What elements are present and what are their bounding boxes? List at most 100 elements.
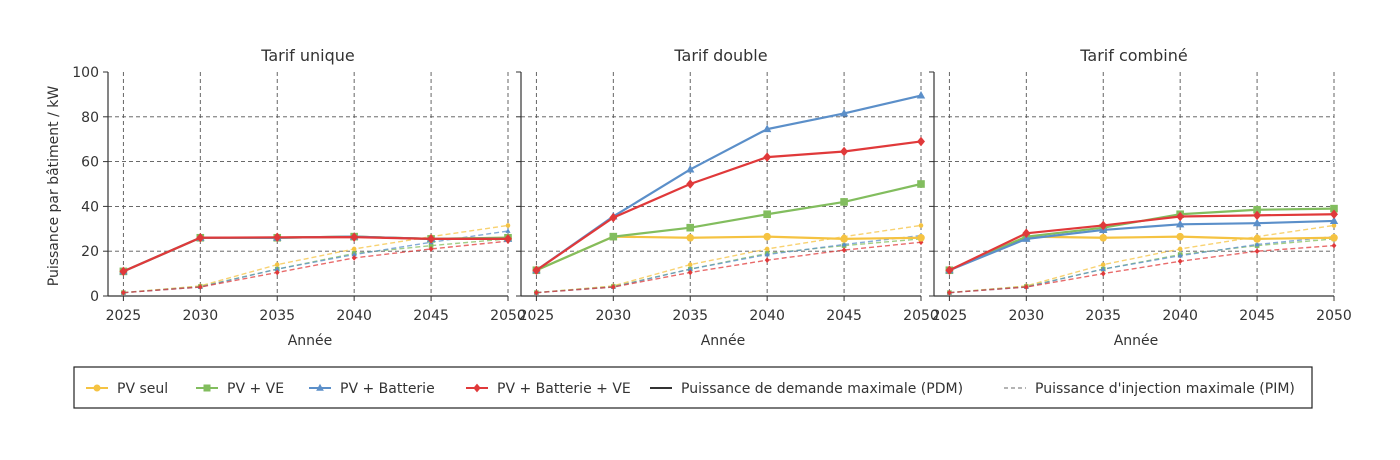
- pim-line: [123, 224, 509, 294]
- pdm-point: [686, 179, 695, 189]
- pim-point: [1331, 242, 1337, 249]
- pim-point: [841, 241, 847, 247]
- pim-point: [351, 246, 357, 252]
- pdm-line: [948, 213, 1335, 272]
- legend-item: PV + VE: [196, 381, 284, 397]
- legend-label: PV + VE: [227, 381, 284, 397]
- x-tick-label: 2040: [336, 308, 372, 324]
- pdm-point: [1176, 211, 1185, 222]
- subplot-1: 2025 2030 2035 2040 2045 2050020406080100Tari…: [46, 46, 526, 349]
- y-tick-label: 80: [81, 110, 99, 126]
- pim-point: [120, 289, 126, 296]
- pim-point: [428, 246, 434, 252]
- pdm-point: [609, 232, 618, 241]
- legend-frame: [73, 366, 1313, 409]
- x-tick-label: 2025: [932, 308, 968, 324]
- pdm-point: [917, 136, 925, 147]
- pdm-point: [917, 233, 925, 242]
- legend-label: Puissance de demande maximale (PDM): [681, 381, 963, 397]
- x-tick-label: 2035: [259, 308, 295, 324]
- pim-point: [918, 239, 924, 246]
- pim-point: [505, 228, 511, 233]
- legend-item: PV + Batterie + VE: [466, 381, 631, 397]
- y-tick-label: 20: [81, 244, 99, 260]
- subplot-title: Tarif combiné: [1079, 46, 1187, 65]
- x-tick-label: 2040: [1162, 308, 1198, 324]
- pim-line: [949, 224, 1335, 294]
- legend-marker: [203, 384, 211, 392]
- pim-point: [918, 223, 924, 228]
- pdm-point: [1329, 216, 1339, 224]
- pdm-point: [686, 223, 695, 232]
- pim-point: [505, 223, 511, 228]
- pim-point: [1100, 266, 1106, 271]
- pdm-point: [840, 146, 849, 157]
- pdm-point: [427, 234, 436, 244]
- pim-point: [1177, 258, 1183, 265]
- legend-item: Puissance de demande maximale (PDM): [650, 381, 963, 397]
- pdm-line: [122, 235, 508, 273]
- pdm-point: [609, 212, 618, 223]
- pim-point: [1100, 262, 1106, 267]
- pdm-point: [917, 180, 925, 188]
- pim-point: [351, 255, 357, 261]
- x-axis-label: Année: [701, 333, 746, 349]
- pdm-point: [840, 198, 848, 206]
- pdm-point: [763, 152, 772, 162]
- legend-marker: [473, 383, 481, 393]
- x-tick-label: 2045: [413, 308, 449, 324]
- x-tick-label: 2040: [749, 308, 785, 324]
- legend-item: PV + Batterie: [309, 381, 435, 397]
- pim-line: [123, 230, 509, 294]
- x-tick-label: 2050: [1316, 308, 1352, 324]
- subplot-2: 2025 2030 2035 2040 2045 2050 Tarif double Anné…: [516, 46, 939, 349]
- y-tick-label: 60: [81, 155, 99, 171]
- x-tick-label: 2030: [182, 308, 218, 324]
- pim-point: [1254, 248, 1260, 255]
- pdm-point: [1253, 205, 1261, 214]
- pim-point: [946, 289, 952, 296]
- pim-point: [274, 269, 280, 276]
- pim-point: [428, 243, 434, 248]
- pdm-point: [273, 232, 282, 243]
- legend-marker: [316, 383, 324, 391]
- pim-line: [949, 244, 1335, 294]
- x-tick-label: 2050: [490, 308, 526, 324]
- legend-label: PV + Batterie: [340, 381, 435, 397]
- subplot-title: Tarif unique: [260, 46, 355, 65]
- pdm-point: [1252, 218, 1262, 227]
- pdm-point: [1099, 220, 1108, 231]
- pdm-point: [1099, 233, 1108, 242]
- x-tick-label: 2025: [519, 308, 555, 324]
- legend-item: Puissance d'injection maximale (PIM): [1004, 381, 1295, 397]
- x-tick-label: 2045: [826, 308, 862, 324]
- y-axis-label: Puissance par bâtiment / kW: [46, 86, 62, 287]
- pdm-point: [1022, 234, 1031, 242]
- pdm-point: [839, 108, 849, 117]
- pdm-line: [122, 235, 508, 273]
- y-tick-label: 100: [72, 65, 99, 81]
- pdm-line: [122, 235, 509, 273]
- x-tick-label: 2035: [1085, 308, 1121, 324]
- pim-point: [764, 251, 770, 257]
- x-tick-label: 2030: [1008, 308, 1044, 324]
- x-tick-label: 2030: [595, 308, 631, 324]
- subplot-3: 2025 2030 2035 2040 2045 2050 Tarif combiné Ann…: [929, 46, 1352, 349]
- pdm-point: [1253, 235, 1261, 243]
- x-tick-label: 2045: [1239, 308, 1275, 324]
- pim-point: [1023, 284, 1029, 290]
- pim-point: [197, 284, 203, 290]
- legend-label: PV seul: [117, 381, 168, 397]
- pdm-point: [686, 233, 695, 242]
- pdm-point: [532, 265, 541, 275]
- pim-point: [764, 257, 770, 264]
- pim-point: [351, 251, 357, 257]
- pdm-line: [535, 182, 922, 272]
- pdm-point: [1330, 233, 1338, 242]
- x-tick-label: 2035: [672, 308, 708, 324]
- pim-point: [1177, 246, 1183, 252]
- pdm-point: [916, 90, 926, 99]
- pdm-point: [840, 235, 848, 243]
- pim-point: [1254, 241, 1260, 247]
